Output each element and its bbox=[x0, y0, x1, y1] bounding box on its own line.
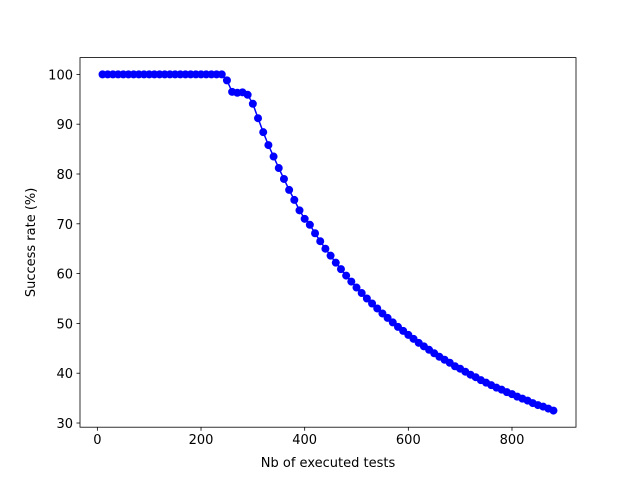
data-point bbox=[352, 283, 361, 292]
y-tick-label: 90 bbox=[56, 118, 73, 133]
data-point bbox=[331, 258, 340, 267]
y-tick-label: 60 bbox=[56, 268, 73, 283]
x-tick-label: 800 bbox=[500, 433, 525, 448]
x-tick-label: 600 bbox=[396, 433, 421, 448]
data-point bbox=[300, 214, 309, 223]
data-point bbox=[311, 229, 320, 238]
data-point bbox=[549, 406, 558, 415]
data-point bbox=[274, 164, 283, 173]
data-point bbox=[342, 271, 351, 280]
data-point bbox=[347, 277, 356, 286]
data-point bbox=[388, 318, 397, 327]
y-tick-label: 100 bbox=[48, 68, 73, 83]
data-point bbox=[217, 70, 226, 79]
data-point bbox=[378, 309, 387, 318]
data-point bbox=[357, 289, 366, 298]
y-tick-label: 70 bbox=[56, 218, 73, 233]
data-point bbox=[269, 152, 278, 161]
y-axis-label: Success rate (%) bbox=[24, 188, 39, 298]
x-axis-label: Nb of executed tests bbox=[261, 456, 396, 471]
data-point bbox=[316, 237, 325, 246]
data-point bbox=[368, 299, 377, 308]
y-tick-label: 50 bbox=[56, 317, 73, 332]
data-point bbox=[362, 294, 371, 303]
data-point bbox=[254, 114, 263, 123]
y-tick-label: 40 bbox=[56, 367, 73, 382]
data-point bbox=[295, 206, 304, 215]
data-point bbox=[285, 185, 294, 194]
x-tick-label: 400 bbox=[292, 433, 317, 448]
data-point bbox=[373, 304, 382, 313]
data-point bbox=[264, 141, 273, 150]
data-point bbox=[279, 174, 288, 183]
data-point bbox=[222, 76, 231, 85]
data-point bbox=[321, 244, 330, 253]
x-tick-label: 0 bbox=[93, 433, 101, 448]
data-point bbox=[326, 251, 335, 260]
data-point bbox=[336, 265, 345, 274]
y-tick-label: 80 bbox=[56, 168, 73, 183]
data-point bbox=[248, 99, 257, 108]
data-point bbox=[259, 128, 268, 137]
data-point bbox=[305, 220, 314, 229]
y-tick-label: 30 bbox=[56, 417, 73, 432]
data-point bbox=[243, 90, 252, 99]
axes-frame bbox=[79, 57, 577, 428]
x-tick-label: 200 bbox=[189, 433, 214, 448]
data-point bbox=[383, 313, 392, 322]
data-point bbox=[290, 195, 299, 204]
